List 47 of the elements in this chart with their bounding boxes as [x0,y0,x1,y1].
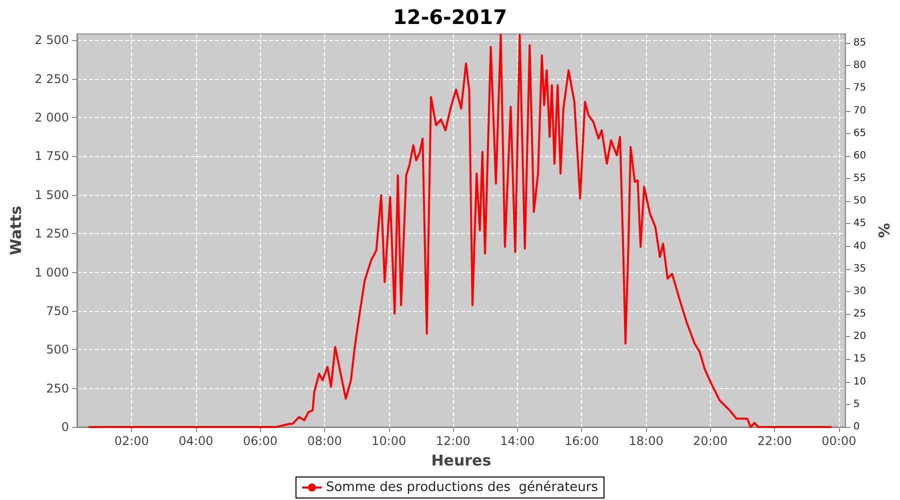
chart-title: 12-6-2017 [392,5,508,29]
y-axis-title: Watts [7,206,26,256]
y2-tick-label: 20 [853,331,866,342]
y2-tick-label: 10 [853,376,866,388]
y2-tick-label: 35 [853,263,866,274]
y2-tick-label: 30 [853,286,866,297]
y2-tick-label: 80 [853,60,866,72]
y-tick-label: 1 000 [34,265,69,280]
y2-tick-label: 5 [853,398,860,410]
x-tick-label: 20:00 [693,434,728,448]
x-tick-label: 12:00 [436,434,470,448]
x-tick-label: 08:00 [307,434,342,448]
y-tick-label: 2 250 [34,72,69,86]
y-tick-label: 750 [46,304,69,318]
y2-axis-title: % [876,222,894,238]
y2-tick-label: 65 [853,128,866,139]
y2-tick-label: 75 [853,82,866,94]
y2-tick-label: 0 [853,422,860,432]
y2-tick-label: 40 [853,240,866,252]
x-tick-label: 02:00 [114,434,149,448]
x-tick-label: 22:00 [757,434,792,448]
y2-tick-label: 55 [853,173,866,184]
y2-tick-label: 60 [853,150,866,162]
y-tick-label: 500 [46,342,69,357]
x-tick-label: 10:00 [372,434,406,448]
y-tick-label: 250 [46,381,69,396]
y2-tick-label: 50 [853,196,866,207]
y-tick-label: 2 000 [34,110,69,125]
legend-label: Somme des productions des générateurs [326,480,598,495]
y2-tick-label: 45 [853,218,866,230]
y-tick-label: 1 250 [34,226,69,241]
y-tick-label: 1 500 [34,188,69,202]
y2-tick-label: 70 [853,105,866,116]
y-tick-label: 2 500 [34,33,69,48]
x-tick-label: 00:00 [822,434,856,448]
x-tick-label: 16:00 [564,434,600,448]
x-tick-label: 04:00 [178,434,214,448]
y-tick-label: 0 [61,420,69,434]
x-axis-title: Heures [431,452,492,470]
y-tick-label: 1 750 [34,149,69,164]
y2-tick-label: 85 [853,38,866,49]
y2-tick-label: 25 [853,308,866,320]
y2-tick-label: 15 [853,354,866,365]
x-tick-label: 06:00 [242,434,278,448]
x-tick-label: 14:00 [500,434,535,448]
x-tick-label: 18:00 [628,434,664,448]
line-series [88,34,832,428]
